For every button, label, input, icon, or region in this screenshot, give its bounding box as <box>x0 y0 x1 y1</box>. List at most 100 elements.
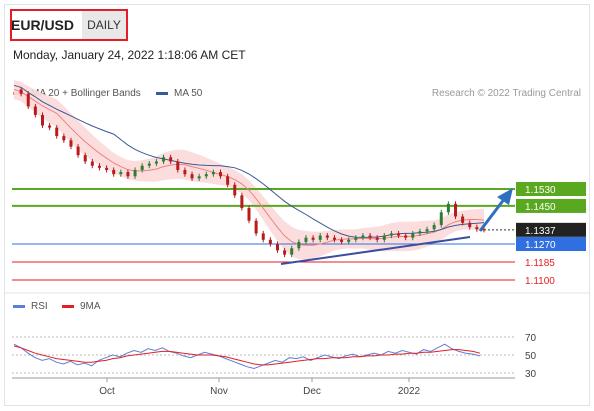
legend-item-ma50: MA 50 <box>156 88 202 99</box>
candle-body <box>283 250 287 255</box>
candle-body <box>304 237 308 242</box>
forecast-arrow-head <box>497 188 513 205</box>
candle-body <box>375 237 379 240</box>
symbol-label: EUR/USD <box>11 17 75 33</box>
candle-body <box>33 106 37 115</box>
level-label-bg <box>516 182 586 196</box>
candle-body <box>368 235 372 238</box>
candle-body <box>461 216 465 223</box>
candle-body <box>55 127 59 137</box>
candle-body <box>190 174 194 179</box>
candle-body <box>446 203 450 213</box>
candle-body <box>176 161 180 170</box>
legend-item-rsi: RSI <box>13 301 48 312</box>
legend-swatch <box>156 91 168 95</box>
candle-body <box>411 233 415 238</box>
candle-body <box>48 125 52 128</box>
candle-body <box>233 184 237 196</box>
bollinger-band <box>14 80 484 260</box>
legend-swatch <box>62 304 74 308</box>
level-label: 1.1185 <box>525 258 555 269</box>
candle-body <box>361 235 365 238</box>
candle-body <box>154 161 158 164</box>
candle-body <box>439 212 443 225</box>
candle-body <box>318 235 322 240</box>
forecast-arrow-shaft <box>478 197 507 232</box>
legend-label: RSI <box>31 301 48 312</box>
candle-body <box>112 169 116 175</box>
x-tick-label: 2022 <box>398 386 421 397</box>
candle-body <box>211 172 215 175</box>
candle-body <box>347 239 351 242</box>
level-label: 1.1270 <box>525 240 556 251</box>
legend-swatch <box>13 304 25 308</box>
level-label: 1.1337 <box>525 226 556 237</box>
candle-body <box>332 237 336 240</box>
candle-body <box>133 169 137 177</box>
x-tick-label: Nov <box>210 386 228 397</box>
candle-body <box>389 233 393 236</box>
candle-body <box>268 239 272 245</box>
candle-body <box>219 172 223 177</box>
level-label-bg <box>516 237 586 252</box>
candle-body <box>147 163 151 166</box>
rsi-ma-line <box>13 345 481 366</box>
candle-body <box>140 165 144 170</box>
candle-body <box>97 165 101 168</box>
candle-body <box>432 224 436 230</box>
candle-body <box>290 248 294 255</box>
candle-body <box>311 237 315 240</box>
candle-body <box>90 161 94 166</box>
candle-body <box>404 235 408 238</box>
legend-label: MA 50 <box>174 88 203 99</box>
candle-body <box>382 235 386 240</box>
candle-body <box>183 169 187 175</box>
level-label: 1.1100 <box>525 276 555 287</box>
support-trendline <box>280 236 471 265</box>
candle-body <box>418 231 422 234</box>
candle-body <box>254 220 258 234</box>
x-tick-label: Oct <box>99 386 115 397</box>
candle-body <box>340 239 344 242</box>
candle-body <box>397 233 401 236</box>
candle-body <box>119 172 123 175</box>
rsi-line <box>13 343 481 370</box>
candle-body <box>76 146 80 156</box>
candle-body <box>19 89 23 94</box>
chart-frame <box>4 4 590 406</box>
candle-body <box>425 229 429 232</box>
rsi-tick-label: 50 <box>525 351 537 362</box>
legend-item-9ma: 9MA <box>62 301 101 312</box>
candle-body <box>247 208 251 221</box>
candle-body <box>62 136 66 141</box>
level-label-bg <box>516 222 586 237</box>
candle-body <box>126 172 130 177</box>
candle-body <box>26 93 30 107</box>
candle-body <box>240 195 244 209</box>
datetime-label: Monday, January 24, 2022 1:18:06 AM CET <box>13 48 246 62</box>
rsi-tick-label: 30 <box>525 369 537 380</box>
legend-label: MA 20 + Bollinger Bands <box>31 88 141 99</box>
candle-body <box>169 157 173 162</box>
candle-body <box>354 237 358 240</box>
candle-body <box>454 203 458 217</box>
candle-body <box>105 167 109 170</box>
legend-label: 9MA <box>80 301 101 312</box>
period-label[interactable]: DAILY <box>82 11 126 39</box>
candle-body <box>468 222 472 228</box>
candle-body <box>83 155 87 162</box>
rsi-tick-label: 70 <box>525 333 537 344</box>
credit-text: Research © 2022 Trading Central <box>431 88 581 99</box>
symbol-highlight-box <box>10 9 128 41</box>
candle-body <box>325 235 329 238</box>
candle-body <box>297 241 301 249</box>
candle-body <box>197 176 201 179</box>
candle-body <box>40 114 44 126</box>
level-label-bg <box>516 198 586 213</box>
level-label: 1.1450 <box>525 202 556 213</box>
level-label: 1.1530 <box>525 185 556 196</box>
candle-body <box>69 140 73 147</box>
candle-body <box>275 244 279 251</box>
candle-body <box>261 233 265 240</box>
